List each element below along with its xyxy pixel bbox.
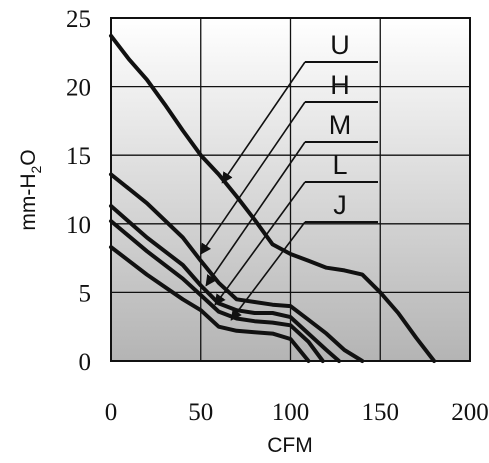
y-axis-label: mm-H2O: [17, 149, 44, 230]
x-tick-label: 50: [188, 399, 213, 426]
x-tick-label: 0: [105, 399, 118, 426]
label-arrow: [214, 181, 306, 306]
curve-label-l: L: [332, 150, 347, 180]
y-tick-label: 25: [66, 6, 91, 33]
y-tick-label: 5: [79, 280, 92, 307]
curve-j: [109, 245, 311, 363]
label-arrow: [221, 61, 306, 184]
x-tick-label: 200: [451, 399, 489, 426]
curve-label-h: H: [330, 70, 350, 100]
curve-label-m: M: [329, 110, 352, 140]
curve-u: [109, 33, 437, 363]
label-arrow: [230, 221, 306, 321]
curve-label-u: U: [330, 30, 350, 60]
label-arrow: [200, 101, 306, 255]
label-arrow: [205, 141, 306, 287]
y-tick-label: 0: [79, 349, 92, 376]
y-tick-labels: 0 5 10 15 20 25: [66, 6, 91, 376]
x-tick-label: 100: [272, 399, 310, 426]
y-axis-label-subscript: 2: [28, 165, 44, 173]
x-tick-label: 150: [362, 399, 400, 426]
x-tick-labels: 0 50 100 150 200: [105, 399, 489, 426]
y-tick-label: 10: [66, 212, 91, 239]
y-axis-label-main: mm-H: [17, 173, 40, 230]
y-axis-label-suffix: O: [17, 149, 40, 165]
y-tick-label: 15: [66, 143, 91, 170]
x-axis-label: CFM: [267, 434, 313, 457]
y-tick-label: 20: [66, 75, 91, 102]
plot-frame: [110, 17, 471, 362]
curve-h: [109, 172, 365, 363]
curve-label-j: J: [333, 190, 347, 220]
curve-m: [109, 204, 341, 363]
